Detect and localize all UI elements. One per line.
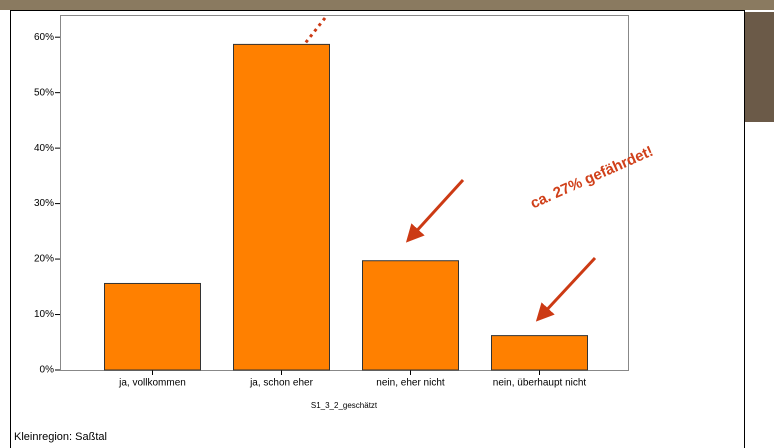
y-tick-label: 50%: [34, 87, 54, 98]
y-tick-label: 20%: [34, 254, 54, 265]
arrow: [405, 178, 465, 243]
photo-strip: [0, 0, 774, 10]
y-tick-label: 40%: [34, 143, 54, 154]
x-tick-label: ja, schon eher: [249, 378, 313, 389]
side-photo: [745, 12, 774, 122]
bar: [233, 43, 330, 371]
arrow: [535, 256, 597, 322]
x-tick-label: nein, überhaupt nicht: [493, 378, 587, 389]
x-tick-label: ja, vollkommen: [118, 378, 186, 389]
y-tick-label: 10%: [34, 309, 54, 320]
bar: [491, 335, 588, 371]
y-tick-label: 0%: [40, 365, 55, 376]
x-axis-label: S1_3_2_geschätzt: [311, 401, 378, 410]
y-tick-label: 60%: [34, 32, 54, 43]
y-tick-label: 30%: [34, 198, 54, 209]
bar: [362, 260, 459, 371]
bar: [104, 282, 201, 371]
footer: Kleinregion: Saßtal: [14, 431, 107, 443]
x-tick-label: nein, eher nicht: [376, 378, 445, 389]
